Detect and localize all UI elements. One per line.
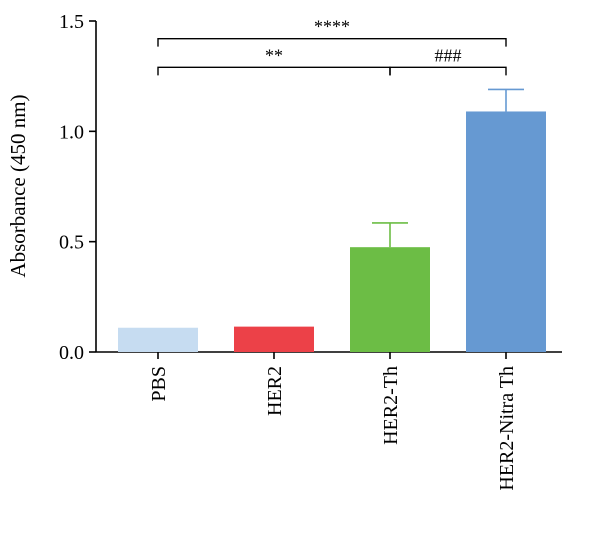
x-tick-label: PBS (148, 366, 170, 402)
bar-pbs (118, 327, 198, 352)
y-axis-title: Absorbance (450 nm) (6, 94, 30, 277)
significance-brackets: ****** ### (157, 17, 507, 76)
y-tick-label: 1.0 (59, 121, 84, 143)
y-tick-label: 1.5 (59, 11, 84, 33)
significance-bracket (389, 66, 507, 76)
y-tick-label: 0.0 (59, 342, 84, 364)
bar-her2-th (350, 247, 430, 352)
error-bars (372, 88, 524, 248)
significance-bracket (157, 37, 507, 47)
significance-label: ** (265, 45, 283, 65)
significance-label: ### (435, 45, 462, 65)
x-tick-label: HER2-Nitra Th (496, 366, 518, 491)
x-tick-label: HER2 (264, 366, 286, 416)
x-tick-labels: PBS HER2 HER2-Th HER2-Nitra Th (148, 366, 518, 491)
bar-her2 (234, 326, 314, 352)
bar-her2-nitra-th (466, 111, 546, 353)
significance-label: **** (314, 17, 350, 37)
significance-bracket (157, 66, 391, 76)
x-tick-label: HER2-Th (380, 366, 402, 445)
y-tick-label: 0.5 (59, 232, 84, 254)
bars (118, 111, 546, 353)
